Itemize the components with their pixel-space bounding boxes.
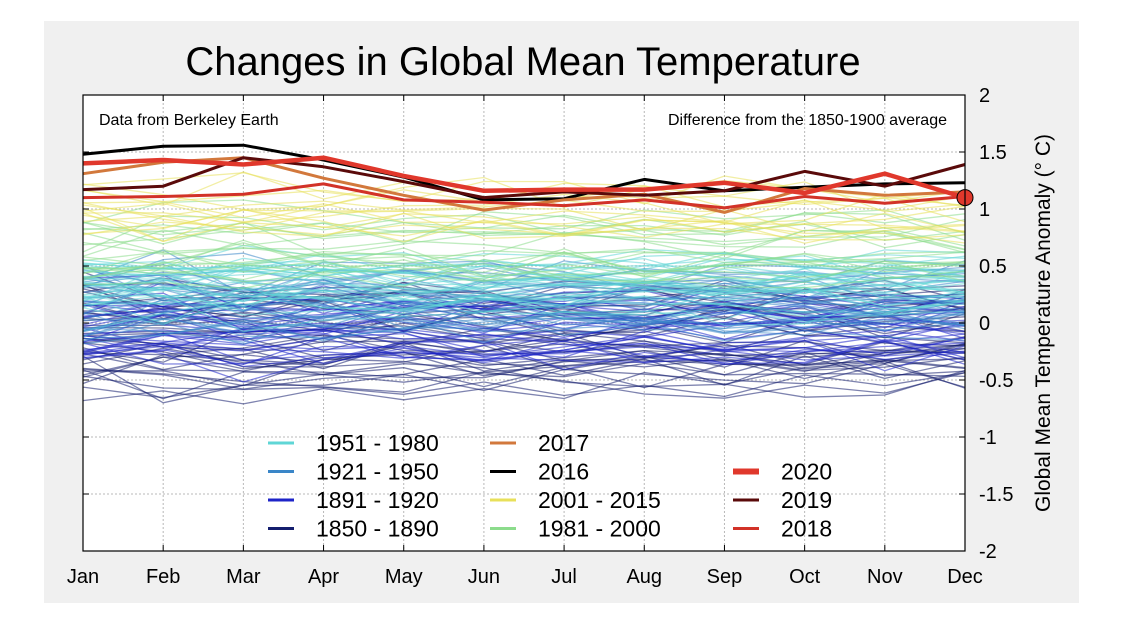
historical-line xyxy=(82,248,966,278)
source-note: Data from Berkeley Earth xyxy=(99,112,279,129)
historical-line xyxy=(82,257,966,287)
historical-line xyxy=(82,266,966,298)
historical-line xyxy=(82,258,966,288)
historical-line xyxy=(82,207,966,243)
recent-series xyxy=(82,143,966,214)
historical-line xyxy=(82,339,966,370)
legend-label: 1951 - 1980 xyxy=(316,430,439,456)
legend-label: 2020 xyxy=(781,459,832,485)
historical-line xyxy=(82,302,966,337)
historical-line xyxy=(82,212,966,241)
series-line-2020 xyxy=(82,155,966,200)
historical-line xyxy=(82,277,966,308)
historical-line xyxy=(82,212,966,244)
historical-line xyxy=(82,252,966,282)
historical-line xyxy=(82,259,966,289)
historical-line xyxy=(82,260,966,284)
y-tick-label: 1.5 xyxy=(979,142,1007,164)
legend-label: 1921 - 1950 xyxy=(316,459,439,485)
historical-line xyxy=(82,332,966,372)
x-tick-label: Oct xyxy=(789,566,821,588)
x-tick-label: Mar xyxy=(226,566,261,588)
historical-line xyxy=(82,239,966,279)
x-tick-label: Nov xyxy=(867,566,903,588)
plot-border xyxy=(82,94,966,552)
y-tick-label: -1 xyxy=(979,427,997,449)
historical-line xyxy=(82,211,966,244)
x-tick-label: Jun xyxy=(468,566,500,588)
historical-line xyxy=(82,351,966,387)
x-tick-label: Aug xyxy=(626,566,662,588)
y-tick-label: 2 xyxy=(979,85,990,107)
y-tick-label: 1 xyxy=(979,199,990,221)
historical-line xyxy=(82,247,966,273)
historical-line xyxy=(82,334,966,359)
x-tick-label: Jan xyxy=(67,566,99,588)
historical-line xyxy=(82,242,966,276)
legend-label: 2016 xyxy=(538,459,589,485)
historical-line xyxy=(82,367,966,399)
historical-line xyxy=(82,267,966,303)
y-tick-label: -2 xyxy=(979,541,997,563)
series-line-2018 xyxy=(82,182,966,210)
historical-line xyxy=(82,310,966,342)
series-line-2016 xyxy=(82,143,966,202)
axes: Jan Feb Mar Apr May Jun Jul Aug Sep Oct Nov Dec 2 1.5… xyxy=(67,85,1014,588)
x-tick-label: Jul xyxy=(551,566,577,588)
legend-label: 2019 xyxy=(781,487,832,513)
historical-line xyxy=(82,182,966,224)
historical-line xyxy=(82,351,966,378)
historical-line xyxy=(82,205,966,233)
historical-line xyxy=(82,369,966,405)
historical-line xyxy=(82,229,966,256)
x-tick-label: Sep xyxy=(707,566,743,588)
y-tick-label: 0 xyxy=(979,313,990,335)
legend-label: 2017 xyxy=(538,430,589,456)
y-tick-label: -0.5 xyxy=(979,370,1013,392)
x-tick-label: Feb xyxy=(146,566,180,588)
y-tick-label: 0.5 xyxy=(979,256,1007,278)
historical-line xyxy=(82,337,966,383)
y-tick-label: -1.5 xyxy=(979,484,1013,506)
legend-label: 1850 - 1890 xyxy=(316,516,439,542)
historical-line xyxy=(82,280,966,312)
historical-line xyxy=(82,218,966,246)
historical-line xyxy=(82,202,966,233)
y-axis-label: Global Mean Temperature Anomaly (° C) xyxy=(1032,134,1055,512)
legend-label: 1891 - 1920 xyxy=(316,487,439,513)
historical-line xyxy=(82,341,966,372)
historical-line xyxy=(82,294,966,317)
legend-label: 2018 xyxy=(781,516,832,542)
historical-line xyxy=(82,267,966,300)
historical-line xyxy=(82,332,966,362)
x-tick-label: Dec xyxy=(947,566,983,588)
historical-line xyxy=(82,308,966,340)
historical-line xyxy=(82,286,966,326)
historical-series xyxy=(82,171,966,405)
legend-label: 1981 - 2000 xyxy=(538,516,661,542)
historical-line xyxy=(82,220,966,257)
legend-label: 2001 - 2015 xyxy=(538,487,661,513)
historical-line xyxy=(82,288,966,323)
historical-line xyxy=(82,372,966,398)
chart-title: Changes in Global Mean Temperature xyxy=(185,40,860,84)
x-tick-label: May xyxy=(385,566,423,588)
historical-line xyxy=(82,329,966,366)
historical-line xyxy=(82,295,966,333)
baseline-note: Difference from the 1850-1900 average xyxy=(668,112,947,129)
x-tick-label: Apr xyxy=(308,566,339,588)
